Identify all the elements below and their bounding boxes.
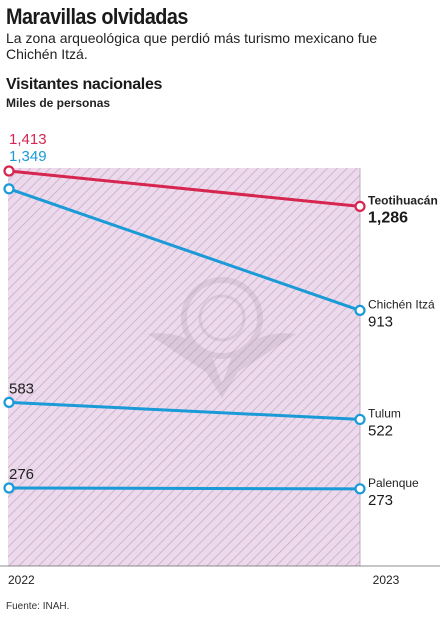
data-point-palenque-2023 [354, 483, 366, 495]
series-name-teotihuacan: Teotihuacán [368, 193, 438, 207]
data-point-chichen-itza-2023 [354, 304, 366, 317]
data-point-tulum-2023 [354, 413, 366, 426]
data-point-chichen-itza-2022 [3, 183, 15, 195]
chart-units: Miles de personas [6, 96, 111, 110]
series-line-tulum [8, 400, 361, 421]
series-name-palenque: Palenque [368, 476, 419, 490]
data-label-palenque-2023: 273 [368, 492, 393, 509]
data-label-palenque-2022: 276 [9, 466, 34, 483]
data-label-tulum-2023: 522 [368, 422, 393, 439]
data-point-tulum-2022 [3, 396, 15, 409]
data-labels: 1,413 Teotihuacán 1,286 1,349 Chichén Itzá 91… [9, 131, 438, 509]
page-subtitle: La zona arqueológica que perdió más turi… [6, 30, 378, 62]
data-label-tulum-2022: 583 [9, 380, 34, 397]
data-point-teotihuacan-2023 [354, 200, 366, 213]
data-point-teotihuacan-2022 [3, 165, 15, 177]
series-name-chichen-itza: Chichén Itzá [368, 297, 435, 311]
x-tick-label-2022: 2022 [8, 573, 35, 587]
data-label-teotihuacan-2022: 1,413 [9, 131, 47, 148]
page-title: Maravillas olvidadas [6, 4, 188, 29]
series-line-chichen-itza [8, 187, 361, 312]
x-tick-label-2023: 2023 [373, 573, 400, 587]
series-points [3, 165, 366, 495]
data-point-palenque-2022 [3, 482, 15, 494]
watermark-seal-icon [148, 277, 296, 398]
data-label-chichen-itza-2023: 913 [368, 313, 393, 330]
series-line-palenque [8, 486, 361, 491]
series-lines [8, 169, 361, 491]
source-note: Fuente: INAH. [6, 601, 70, 612]
plot-area-hatched [8, 168, 360, 566]
series-line-teotihuacan [8, 169, 361, 208]
data-label-chichen-itza-2022: 1,349 [9, 148, 47, 165]
chart-title: Visitantes nacionales [6, 76, 163, 93]
data-label-teotihuacan-2023: 1,286 [368, 209, 408, 226]
series-name-tulum: Tulum [368, 406, 401, 420]
